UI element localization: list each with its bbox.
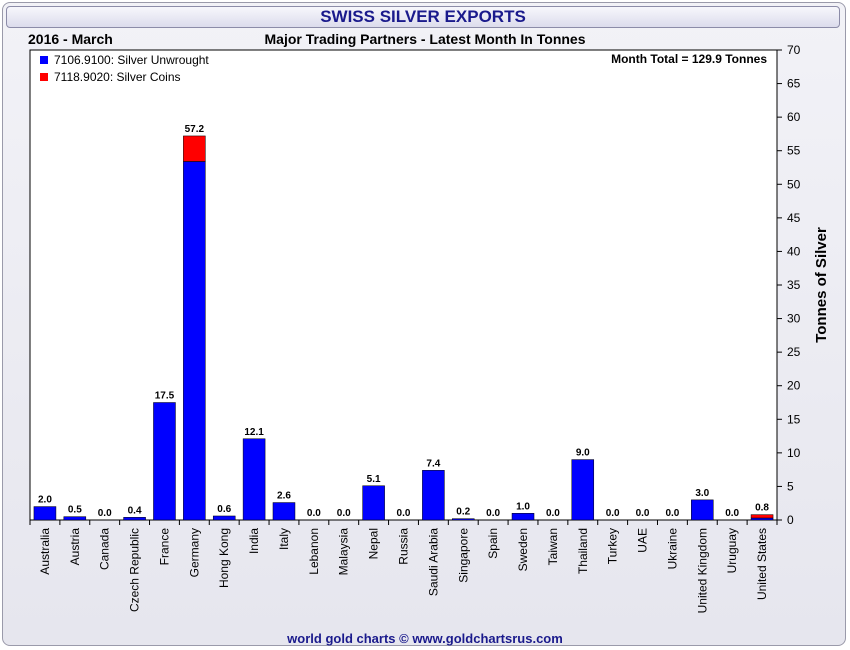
y-tick-label: 0	[787, 513, 794, 527]
x-tick-label: Russia	[397, 528, 411, 565]
x-tick-label: Australia	[38, 528, 52, 575]
bar-unwrought	[33, 506, 57, 521]
x-tick-label: Malaysia	[337, 528, 351, 576]
x-tick-label: France	[157, 528, 171, 566]
data-label: 0.0	[397, 508, 411, 519]
x-tick-label: Thailand	[576, 528, 590, 574]
y-tick-label: 60	[787, 110, 801, 124]
data-label: 0.0	[307, 508, 321, 519]
x-tick-label: United Kingdom	[695, 528, 709, 613]
data-label: 17.5	[155, 391, 175, 402]
x-tick-label: Czech Republic	[128, 528, 142, 612]
month-total-annotation: Month Total = 129.9 Tonnes	[611, 52, 767, 66]
x-tick-label: Austria	[68, 528, 82, 566]
y-tick-label: 20	[787, 379, 801, 393]
data-label: 0.0	[546, 508, 560, 519]
data-label: 0.5	[68, 505, 82, 516]
data-label: 0.0	[636, 508, 650, 519]
bar-unwrought	[272, 502, 296, 521]
y-tick-label: 45	[787, 211, 801, 225]
x-tick-label: Ukraine	[665, 528, 679, 570]
data-label: 0.0	[665, 508, 679, 519]
data-label: 0.4	[128, 505, 142, 516]
x-tick-label: United States	[755, 528, 769, 600]
x-tick-label: Spain	[486, 528, 500, 559]
bar-unwrought	[691, 499, 714, 521]
x-tick-label: Hong Kong	[217, 528, 231, 588]
data-label: 57.2	[185, 124, 205, 135]
y-tick-label: 5	[787, 479, 794, 493]
bar-coins	[183, 135, 206, 162]
bar-unwrought	[422, 470, 445, 521]
y-tick-label: 35	[787, 278, 801, 292]
legend-label: 7118.9020: Silver Coins	[54, 70, 181, 84]
y-tick-label: 15	[787, 412, 801, 426]
plot-area	[29, 49, 778, 521]
x-tick-label: UAE	[636, 528, 650, 553]
bar-unwrought	[242, 438, 266, 521]
legend-label: 7106.9100: Silver Unwrought	[54, 53, 209, 67]
bar-unwrought	[750, 517, 774, 521]
legend-swatch	[40, 73, 48, 81]
bar-unwrought	[212, 515, 236, 521]
data-label: 0.8	[755, 503, 769, 514]
bar-unwrought	[571, 459, 595, 521]
data-label: 3.0	[695, 488, 709, 499]
y-tick-label: 70	[787, 43, 801, 57]
y-tick-label: 55	[787, 144, 801, 158]
data-label: 0.0	[725, 508, 739, 519]
bar-unwrought	[63, 516, 87, 521]
data-label: 2.6	[277, 491, 291, 502]
data-label: 0.0	[606, 508, 620, 519]
bar-coins	[750, 514, 774, 519]
x-tick-label: Taiwan	[546, 528, 560, 565]
y-tick-label: 50	[787, 177, 801, 191]
x-tick-label: Lebanon	[307, 528, 321, 575]
y-axis-label: Tonnes of Silver	[813, 227, 830, 343]
data-label: 1.0	[516, 501, 530, 512]
footer-credit: world gold charts © www.goldchartsrus.co…	[287, 631, 563, 646]
data-label: 0.0	[337, 508, 351, 519]
data-label: 2.0	[38, 495, 52, 506]
bar-unwrought	[153, 402, 176, 521]
bar-unwrought	[452, 518, 475, 521]
y-tick-label: 25	[787, 345, 801, 359]
y-tick-label: 65	[787, 77, 801, 91]
x-tick-label: Uruguay	[725, 528, 739, 573]
x-tick-label: Germany	[187, 528, 201, 577]
x-tick-label: Sweden	[516, 528, 530, 571]
chart-title: SWISS SILVER EXPORTS	[6, 6, 840, 28]
bar-unwrought	[123, 517, 146, 521]
x-tick-label: Turkey	[606, 528, 620, 564]
legend-swatch	[40, 56, 48, 64]
bar-unwrought	[183, 161, 206, 521]
x-tick-label: Nepal	[367, 528, 381, 559]
y-tick-label: 40	[787, 244, 801, 258]
data-label: 9.0	[576, 448, 590, 459]
bar-unwrought	[511, 513, 535, 521]
data-label: 0.2	[456, 507, 470, 518]
x-tick-label: Canada	[98, 528, 112, 570]
x-tick-label: Singapore	[456, 528, 470, 583]
x-tick-label: India	[247, 528, 261, 554]
bar-unwrought	[362, 485, 385, 521]
data-label: 5.1	[367, 474, 381, 485]
data-label: 0.0	[98, 508, 112, 519]
x-tick-label: Saudi Arabia	[426, 528, 440, 596]
data-label: 12.1	[244, 427, 264, 438]
data-label: 0.0	[486, 508, 500, 519]
y-tick-label: 30	[787, 312, 801, 326]
y-tick-label: 10	[787, 446, 801, 460]
chart-subtitle: Major Trading Partners - Latest Month In…	[264, 31, 586, 47]
period-label: 2016 - March	[28, 31, 113, 47]
x-tick-label: Italy	[277, 528, 291, 550]
data-label: 0.6	[217, 504, 231, 515]
data-label: 7.4	[426, 458, 440, 469]
